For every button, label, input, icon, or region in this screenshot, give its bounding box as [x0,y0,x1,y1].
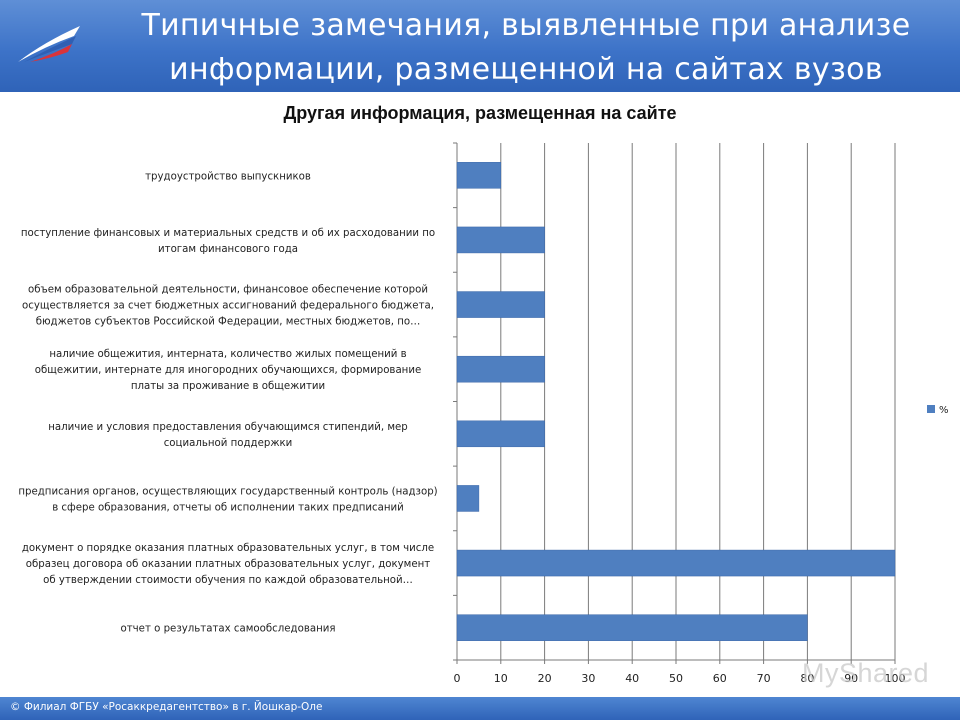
x-tick-label: 10 [494,672,508,685]
bar-chart: 0 10 20 30 40 50 60 70 80 90 100 трудоустройство вы… [18,142,949,685]
slide-footer: © Филиал ФГБУ «Росаккредагентство» в г. … [0,697,960,720]
footer-text: © Филиал ФГБУ «Росаккредагентство» в г. … [10,701,323,713]
x-tick-label: 30 [581,672,595,685]
x-tick-label: 60 [713,672,727,685]
x-tick-label: 70 [757,672,771,685]
x-tick-label: 90 [844,672,858,685]
bar [456,162,502,189]
category-label: поступление финансовых и материальных ср… [21,228,435,239]
bar [456,485,480,512]
category-label: социальной поддержки [164,438,293,449]
slide-title: Типичные замечания, выявленные при анали… [96,4,956,92]
legend-swatch [927,405,935,413]
logo-icon [18,26,80,62]
x-tick-label: 0 [454,672,461,685]
category-label: общежитии, интернате для иногородних обу… [35,365,421,376]
bar [456,420,545,448]
bar [456,355,545,383]
category-label: в сфере образования, отчеты об исполнени… [52,502,404,513]
category-label: платы за проживание в общежитии [131,381,325,392]
x-tick-label: 20 [538,672,552,685]
x-tick-label: 100 [885,672,906,685]
x-tick-label: 40 [625,672,639,685]
category-label: предписания органов, осуществляющих госу… [18,486,437,497]
bar [456,549,896,577]
slide-title-line-1: Типичные замечания, выявленные при анали… [141,8,911,43]
category-label: бюджетов субъектов Российской Федерации,… [36,317,421,328]
category-label: осуществляется за счет бюджетных ассигно… [22,301,434,312]
category-label: образец договора об оказании платных обр… [26,559,431,570]
category-label: наличие общежития, интерната, количество… [49,349,406,360]
x-tick-label: 50 [669,672,683,685]
category-label: документ о порядке оказания платных обра… [22,543,434,554]
category-label: трудоустройство выпускников [145,171,311,182]
slide-header: Типичные замечания, выявленные при анали… [0,0,960,92]
watermark-text: MyShared [802,658,930,688]
slide-title-line-2: информации, размещенной на сайтах вузов [169,52,883,87]
bar [456,291,545,318]
chart-title: Другая информация, размещенная на сайте [283,103,677,123]
category-label: итогам финансового года [158,244,298,255]
bar [456,614,808,641]
category-label: наличие и условия предоставления обучающ… [48,422,407,433]
category-label: объем образовательной деятельности, фина… [28,285,428,296]
bar [456,226,545,254]
category-label: об утверждении стоимости обучения по каж… [43,575,413,586]
legend-label: % [939,405,949,416]
category-label: отчет о результатах самообследования [120,624,335,635]
x-tick-label: 80 [800,672,814,685]
